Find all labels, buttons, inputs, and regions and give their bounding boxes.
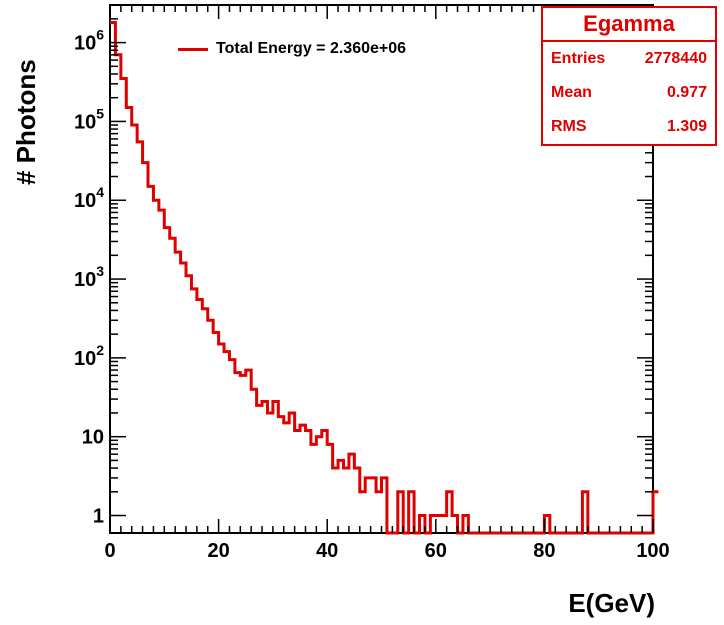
legend-label: Total Energy = 2.360e+06: [216, 40, 407, 57]
y-tick-label: 103: [74, 263, 104, 291]
x-axis-title: E(GeV): [568, 588, 655, 618]
stats-label-entries: Entries: [551, 50, 606, 67]
stats-label-mean: Mean: [551, 84, 592, 101]
legend: Total Energy = 2.360e+06: [178, 40, 406, 58]
y-tick-label: 105: [74, 105, 104, 133]
x-tick-label: 0: [104, 540, 115, 562]
y-tick-label: 102: [74, 342, 104, 370]
axis-ticks: 0 20 40 60 80 100 1 10 102 103 104 105 106: [74, 4, 670, 562]
stats-value-entries: 2778440: [644, 50, 707, 67]
stats-box: Egamma Entries 2778440 Mean 0.977 RMS 1.…: [541, 6, 717, 146]
legend-line-swatch: [178, 47, 208, 51]
stats-value-rms: 1.309: [666, 118, 707, 135]
x-tick-label: 20: [207, 540, 229, 562]
x-tick-label: 100: [636, 540, 669, 562]
x-tick-label: 60: [425, 540, 447, 562]
stats-row-entries: Entries 2778440: [543, 42, 715, 76]
y-tick-label: 106: [74, 27, 104, 55]
y-tick-label: 104: [74, 184, 104, 212]
stats-title: Egamma: [543, 8, 715, 42]
stats-row-mean: Mean 0.977: [543, 76, 715, 110]
x-tick-label: 80: [533, 540, 555, 562]
x-tick-label: 40: [316, 540, 338, 562]
stats-row-rms: RMS 1.309: [543, 110, 715, 144]
y-axis-title: # Photons: [11, 59, 41, 185]
stats-value-mean: 0.977: [666, 84, 707, 101]
y-tick-label: 1: [93, 506, 104, 528]
stats-label-rms: RMS: [551, 118, 587, 135]
y-tick-label: 10: [82, 427, 104, 449]
